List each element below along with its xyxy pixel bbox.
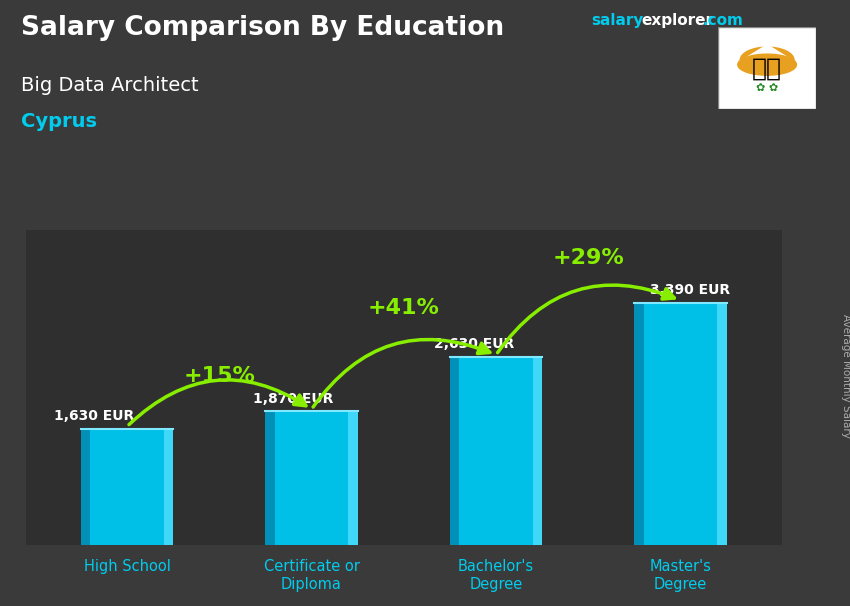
Text: ✿ ✿: ✿ ✿: [756, 83, 779, 93]
Bar: [81, 428, 173, 545]
Text: +15%: +15%: [184, 365, 255, 385]
Text: .com: .com: [703, 13, 744, 28]
Bar: [533, 357, 542, 545]
Bar: [348, 411, 358, 545]
Text: Average Monthly Salary: Average Monthly Salary: [841, 314, 850, 438]
Bar: [634, 302, 643, 545]
Ellipse shape: [738, 54, 796, 75]
Text: +41%: +41%: [368, 298, 439, 318]
Bar: [634, 302, 727, 545]
Bar: [450, 357, 459, 545]
Text: 1,870 EUR: 1,870 EUR: [252, 391, 333, 406]
Text: 3,390 EUR: 3,390 EUR: [649, 283, 730, 297]
Bar: [717, 302, 727, 545]
Text: Cyprus: Cyprus: [21, 112, 97, 131]
Bar: [265, 411, 358, 545]
Bar: [81, 428, 90, 545]
Bar: [164, 428, 173, 545]
Bar: [265, 411, 275, 545]
Polygon shape: [743, 45, 791, 60]
Text: explorer: explorer: [642, 13, 714, 28]
Text: Big Data Architect: Big Data Architect: [21, 76, 199, 95]
Text: Salary Comparison By Education: Salary Comparison By Education: [21, 15, 504, 41]
Text: salary: salary: [591, 13, 643, 28]
Text: 1,630 EUR: 1,630 EUR: [54, 409, 134, 423]
Bar: [450, 357, 542, 545]
Text: 🇨🇾: 🇨🇾: [752, 56, 782, 80]
Text: 2,630 EUR: 2,630 EUR: [434, 338, 514, 351]
Ellipse shape: [740, 47, 794, 73]
Text: +29%: +29%: [552, 248, 624, 268]
